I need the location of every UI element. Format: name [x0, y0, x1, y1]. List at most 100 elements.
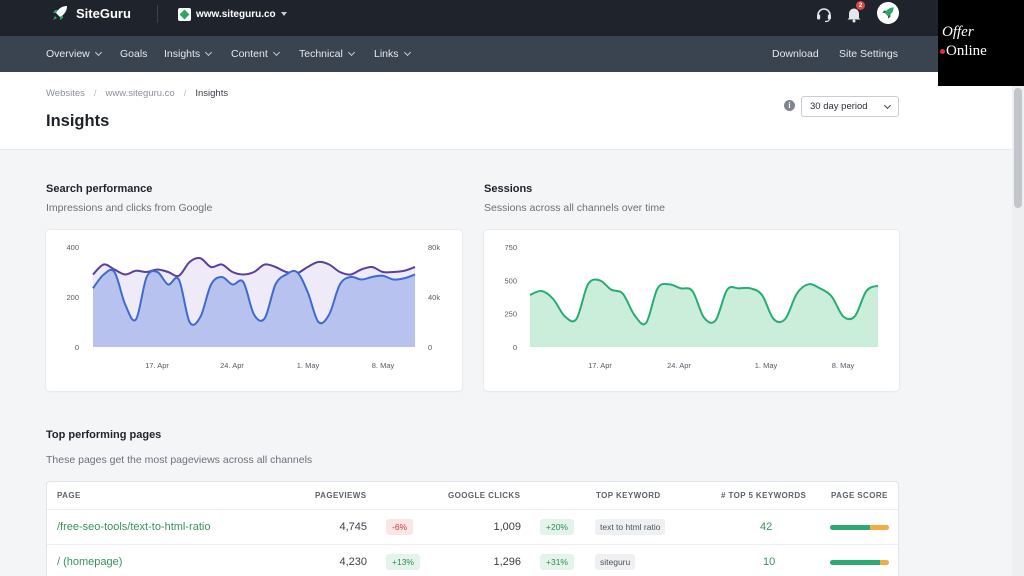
top5-keywords-count[interactable]: 10	[763, 556, 776, 568]
y-right-tick-label: 40k	[428, 293, 440, 302]
period-select-value: 30 day period	[810, 101, 868, 112]
site-selector-value: www.siteguru.co	[196, 8, 276, 20]
y-tick-label: 400	[66, 243, 79, 252]
info-icon[interactable]: i	[784, 100, 795, 111]
breadcrumb-websites[interactable]: Websites	[46, 88, 85, 99]
y-tick-label: 200	[66, 293, 79, 302]
sessions-chart: 0 250 500 750 17. Apr 24. Apr 1. May 8. May	[484, 230, 899, 391]
rocket-icon	[882, 7, 894, 19]
page-header: Websites / www.siteguru.co / Insights In…	[0, 72, 1012, 150]
nav-label: Download	[772, 48, 819, 60]
x-tick-label: 8. May	[372, 361, 395, 370]
score-green	[830, 560, 881, 565]
page-score-bar	[830, 525, 889, 530]
top5-keywords-count[interactable]: 42	[760, 521, 773, 533]
x-tick-label: 17. Apr	[588, 361, 612, 370]
chevron-down-icon	[205, 48, 213, 57]
y-right-tick-label: 80k	[428, 243, 440, 252]
search-performance-title: Search performance	[46, 183, 153, 195]
series-area-1	[93, 269, 415, 347]
col-header-page-score[interactable]: PAGE SCORE	[831, 491, 888, 500]
nav-label: Goals	[120, 48, 148, 60]
y-tick-label: 0	[513, 343, 517, 352]
page-link[interactable]: / (homepage)	[57, 556, 123, 568]
top-bar: SiteGuru www.siteguru.co 2	[0, 0, 1024, 36]
headset-icon[interactable]	[815, 5, 833, 23]
y-right-tick-label: 0	[428, 343, 432, 352]
search-performance-chart: 0 200 400 0 40k 80k 17. Apr 24. Apr 1. May 8. May	[46, 230, 462, 391]
nav-overview[interactable]: Overview	[46, 48, 102, 60]
nav-goals[interactable]: Goals	[120, 48, 147, 60]
period-select[interactable]: 30 day period	[801, 96, 899, 117]
nav-label: Overview	[46, 48, 90, 60]
clicks-value: 1,009	[493, 521, 521, 533]
rocket-icon	[53, 6, 67, 20]
col-header-top5-keywords[interactable]: # TOP 5 KEYWORDS	[721, 491, 807, 500]
col-header-pageviews[interactable]: PAGEVIEWS	[315, 491, 367, 500]
brand-name: SiteGuru	[76, 5, 131, 21]
site-favicon-icon	[178, 7, 191, 21]
top-pages-subtitle: These pages get the most pageviews acros…	[46, 454, 313, 466]
top-pages-table: PAGE PAGEVIEWS GOOGLE CLICKS TOP KEYWORD…	[46, 481, 899, 576]
nav-content[interactable]: Content	[231, 48, 280, 60]
breadcrumb-site[interactable]: www.siteguru.co	[105, 88, 175, 99]
search-chart-svg: 0 200 400 0 40k 80k 17. Apr 24. Apr 1. May 8. May	[66, 243, 440, 370]
y-tick-label: 750	[504, 243, 517, 252]
caret-down-icon	[280, 12, 287, 16]
series-line-0	[529, 278, 879, 326]
nav-technical[interactable]: Technical	[299, 48, 355, 60]
site-selector[interactable]: www.siteguru.co	[178, 6, 287, 22]
page-link[interactable]: /free-seo-tools/text-to-html-ratio	[57, 521, 211, 533]
avatar[interactable]	[877, 2, 899, 24]
col-header-google-clicks[interactable]: GOOGLE CLICKS	[448, 491, 521, 500]
site-settings-link[interactable]: Site Settings	[839, 48, 898, 60]
sessions-title: Sessions	[484, 183, 533, 195]
col-header-page[interactable]: PAGE	[57, 491, 81, 500]
clicks-delta-badge: +31%	[540, 554, 574, 570]
chevron-down-icon	[94, 48, 102, 57]
breadcrumb-separator: /	[93, 88, 97, 99]
logo[interactable]: SiteGuru	[50, 3, 131, 23]
y-tick-label: 250	[504, 310, 517, 319]
nav-insights[interactable]: Insights	[164, 48, 213, 60]
y-tick-label: 0	[75, 343, 79, 352]
score-orange	[870, 525, 889, 530]
col-header-top-keyword[interactable]: TOP KEYWORD	[596, 491, 661, 500]
download-link[interactable]: Download	[772, 48, 819, 60]
x-tick-label: 17. Apr	[145, 361, 169, 370]
nav-label: Technical	[299, 48, 343, 60]
chevron-down-icon	[403, 48, 411, 57]
scrollbar-thumb[interactable]	[1014, 88, 1022, 208]
x-tick-label: 24. Apr	[220, 361, 244, 370]
pageviews-delta-badge: -6%	[386, 519, 414, 535]
table-row[interactable]: /free-seo-tools/text-to-html-ratio 4,745…	[47, 509, 898, 544]
notification-badge: 2	[856, 1, 865, 10]
top-pages-title: Top performing pages	[46, 429, 162, 441]
nav-label: Content	[231, 48, 268, 60]
nav-label: Links	[374, 48, 399, 60]
table-row[interactable]: / (homepage) 4,230 +13% 1,296 +31% siteg…	[47, 544, 898, 576]
x-tick-label: 1. May	[755, 361, 778, 370]
clicks-delta-badge: +20%	[540, 519, 574, 535]
breadcrumb-separator: /	[183, 88, 187, 99]
chevron-down-icon	[347, 48, 355, 57]
series-line-1	[92, 268, 416, 326]
x-tick-label: 8. May	[832, 361, 855, 370]
pageviews-delta-badge: +13%	[386, 554, 420, 570]
score-green	[830, 525, 871, 530]
sessions-chart-svg: 0 250 500 750 17. Apr 24. Apr 1. May 8. May	[504, 243, 879, 370]
search-performance-subtitle: Impressions and clicks from Google	[46, 202, 213, 214]
bell-icon[interactable]	[845, 5, 863, 23]
scrollbar[interactable]	[1012, 86, 1024, 576]
pageviews-value: 4,745	[339, 521, 367, 533]
nav-label: Insights	[164, 48, 201, 60]
divider	[157, 5, 158, 23]
chevron-down-icon	[272, 48, 280, 57]
score-orange	[880, 560, 889, 565]
breadcrumb: Websites / www.siteguru.co / Insights	[46, 88, 228, 99]
nav-links[interactable]: Links	[374, 48, 411, 60]
series-area-0	[530, 279, 878, 347]
x-tick-label: 1. May	[297, 361, 320, 370]
chevron-down-icon	[883, 101, 892, 110]
top-keyword-tag: text to html ratio	[595, 519, 666, 535]
